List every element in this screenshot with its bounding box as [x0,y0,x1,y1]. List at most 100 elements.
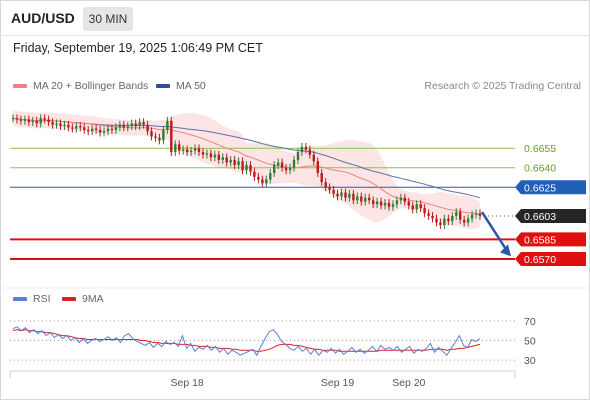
candle [229,156,232,167]
candle-body [130,123,133,127]
candle-body [340,192,343,197]
candle [178,140,181,155]
candle [387,199,391,211]
candle-body [229,159,232,163]
price-tag-bg [515,251,586,266]
candle-body [427,213,430,216]
candle [213,150,217,162]
candle [122,120,125,132]
candle-body [162,130,165,141]
candle-body [102,131,106,133]
candle-body [336,193,339,197]
candle-body [19,119,23,121]
candle-body [150,131,153,137]
candle [87,126,90,136]
price-tag-label: 0.6570 [524,254,556,266]
candle-body [67,124,70,128]
candle-body [253,171,256,177]
candle-body [288,167,292,171]
candle [356,192,359,205]
candle [63,120,66,130]
candle [324,178,327,192]
candle [443,214,446,229]
candle-body [166,120,169,130]
candle [158,133,161,145]
legend-rsi: RSI [13,293,51,305]
candle-body [39,118,42,124]
legend-rsi-ma: 9MA [62,293,104,305]
timeframe-button[interactable]: 30 MIN [83,7,133,31]
candle [118,120,122,132]
candle-body [43,118,46,120]
candle [280,158,284,172]
level-label-0.6655: 0.6655 [524,143,556,155]
candle-body [134,123,137,127]
candle [423,204,426,218]
candle [217,150,220,164]
candle [427,209,430,220]
candle [170,116,173,157]
candle-body [395,200,399,205]
candle-body [368,197,371,201]
candle [31,116,34,127]
chart-datetime: Friday, September 19, 2025 1:06:49 PM CE… [13,41,263,55]
candle [205,149,209,159]
ma20-line [12,117,481,216]
candle-body [174,144,177,153]
candle [241,157,244,175]
candle-body [324,182,327,188]
candle-body [209,153,213,158]
candle-body [308,149,311,155]
candle [257,172,260,184]
candle-body [110,128,114,130]
candle-body [201,152,205,155]
candle-body [178,144,181,151]
candle [134,119,137,130]
candle [221,153,224,164]
candle [403,193,406,206]
candle [233,156,236,170]
rsi-line [12,326,481,357]
candle [146,120,149,136]
bollinger-band-area [13,110,480,230]
candle [79,122,82,132]
candle [296,148,300,164]
candle [455,208,458,220]
candle [265,175,268,188]
candle-body [193,148,197,151]
candle [162,126,165,145]
candle [130,119,133,130]
candle-body [158,137,161,141]
candle-body [261,179,264,184]
candle-body [352,193,355,201]
rsi-ma-line [12,329,481,352]
price-tag-label: 0.6603 [524,211,556,223]
candle-body [455,212,458,216]
candle [91,124,94,136]
candle [470,210,474,223]
candle-body [316,161,319,173]
x-tick-label: Sep 18 [170,377,203,389]
candle-body [379,201,383,206]
candle [94,124,98,134]
candle [75,122,78,133]
candle [43,114,46,124]
candle-body [94,128,98,130]
candle-body [83,127,86,130]
ma50-swatch-icon [156,84,170,88]
rsi-tick-label: 30 [524,355,536,367]
candle [375,197,379,209]
candle [372,196,375,209]
rsi-tick-label: 70 [524,316,536,328]
candle [138,118,141,130]
candle [474,209,478,219]
candle-body [182,149,185,151]
candle [344,188,347,202]
candle-body [170,120,173,153]
candle [352,189,355,205]
legend-rsi-label: RSI [33,293,51,305]
candle [463,215,466,227]
candle-body [304,146,308,150]
candle [368,193,371,205]
